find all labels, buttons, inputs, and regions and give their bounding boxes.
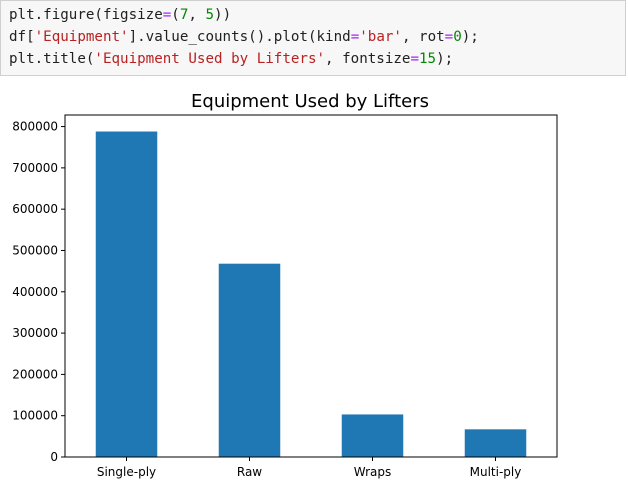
code-token: 15: [419, 51, 437, 67]
code-token: );: [461, 29, 479, 45]
code-token: =: [162, 7, 172, 23]
bar-multi-ply: [464, 429, 527, 457]
code-token: =: [410, 51, 420, 67]
axes-frame: [64, 114, 558, 458]
y-tick-label: 800000: [12, 120, 58, 134]
y-tick-label: 0: [50, 450, 58, 464]
code-token: =: [350, 29, 360, 45]
y-tick-label: 200000: [12, 367, 58, 381]
code-line-3: plt.title('Equipment Used by Lifters', f…: [9, 51, 453, 67]
x-tick-label: Wraps: [354, 465, 391, 479]
code-token: 5: [205, 7, 215, 23]
code-token: 0: [453, 29, 462, 45]
code-token: 'bar': [359, 29, 402, 45]
bar-single-ply: [95, 131, 158, 458]
code-token: 'Equipment Used by Lifters': [94, 51, 326, 67]
code-token: =: [444, 29, 454, 45]
y-tick-label: 300000: [12, 326, 58, 340]
code-token: 7: [179, 7, 189, 23]
code-token: (: [171, 7, 180, 23]
code-token: plt.title(: [9, 51, 95, 67]
x-tick-label: Raw: [237, 465, 262, 479]
y-axis: 0 100000 200000 300000 400000 500000 600000 700…: [12, 120, 65, 464]
code-line-1: plt.figure(figsize=(7, 5)): [9, 7, 231, 23]
y-tick-label: 100000: [12, 409, 58, 423]
y-tick-label: 500000: [12, 243, 58, 257]
code-token: )): [214, 7, 232, 23]
code-token: plt.figure(figsize: [9, 7, 163, 23]
code-token: df[: [9, 29, 35, 45]
y-tick-label: 400000: [12, 285, 58, 299]
bar-wraps: [341, 414, 404, 457]
bars-group: [95, 131, 527, 458]
code-token: ,: [188, 7, 206, 23]
code-token: , rot: [401, 29, 445, 45]
code-cell[interactable]: plt.figure(figsize=(7, 5)) df['Equipment…: [0, 0, 626, 76]
y-tick-label: 600000: [12, 202, 58, 216]
x-tick-label: Single-ply: [97, 465, 156, 479]
chart-title: Equipment Used by Lifters: [191, 91, 429, 112]
code-token: , fontsize: [325, 51, 411, 67]
x-axis: Single-ply Raw Wraps Multi-ply: [97, 457, 522, 479]
x-tick-label: Multi-ply: [470, 465, 522, 479]
code-line-2: df['Equipment'].value_counts().plot(kind…: [9, 29, 479, 45]
bar-raw: [218, 263, 281, 457]
code-token: );: [436, 51, 454, 67]
code-token: 'Equipment': [34, 29, 129, 45]
y-tick-label: 700000: [12, 161, 58, 175]
code-token: ].value_counts().plot(kind: [128, 29, 351, 45]
